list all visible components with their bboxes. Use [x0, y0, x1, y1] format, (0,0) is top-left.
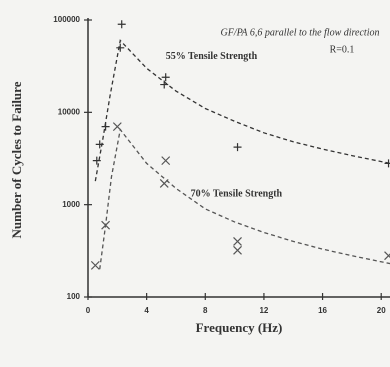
chart-subtitle: R=0.1 [330, 44, 355, 55]
y-axis-label: Number of Cycles to Failure [9, 81, 24, 238]
series-label: 70% Tensile Strength [191, 188, 283, 199]
y-tick-label: 10000 [58, 107, 81, 116]
data-point [95, 140, 104, 149]
data-point [159, 178, 169, 188]
data-point [160, 80, 169, 89]
fit-curve [94, 39, 390, 182]
data-point [233, 245, 242, 255]
fit-curve [99, 128, 390, 270]
y-tick-label: 100 [67, 292, 81, 301]
series-label: 55% Tensile Strength [166, 51, 258, 62]
data-point [384, 251, 390, 261]
data-point [92, 156, 101, 165]
data-point [161, 156, 171, 166]
x-tick-label: 4 [144, 306, 149, 315]
x-tick-label: 0 [86, 306, 91, 315]
data-point [112, 122, 122, 132]
x-tick-label: 16 [318, 306, 327, 315]
data-point [117, 20, 126, 29]
x-tick-label: 20 [377, 306, 386, 315]
data-point [101, 220, 111, 230]
y-tick-label: 1000 [62, 200, 80, 209]
x-axis-label: Frequency (Hz) [196, 320, 283, 335]
data-point [101, 122, 110, 131]
data-point [161, 73, 170, 82]
chart-title: GF/PA 6,6 parallel to the flow direction [221, 27, 380, 38]
data-point [384, 159, 390, 168]
data-point [116, 43, 125, 52]
x-tick-label: 12 [259, 306, 268, 315]
y-tick-label: 100000 [53, 15, 80, 24]
data-point [233, 143, 242, 152]
x-tick-label: 8 [203, 306, 208, 315]
data-point [90, 260, 100, 270]
data-point [233, 236, 242, 246]
